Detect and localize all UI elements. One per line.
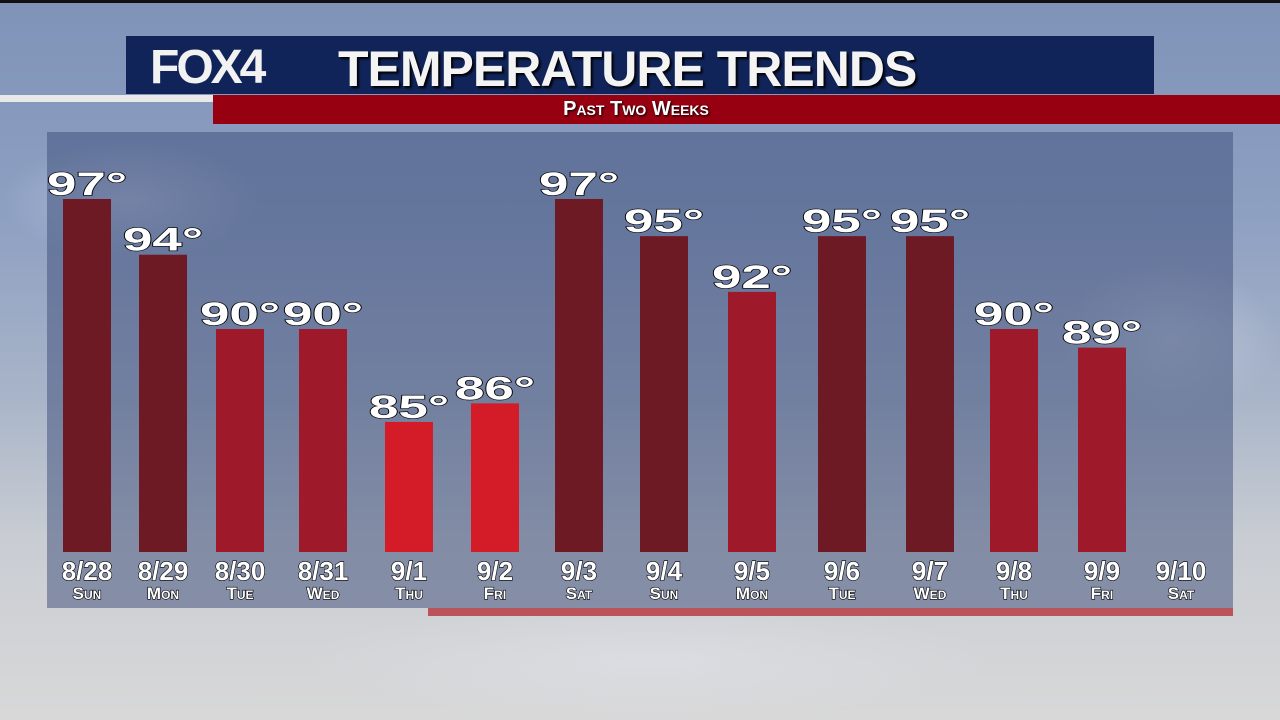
- weekday-label: Tue: [828, 584, 855, 603]
- bar-value-label: 89°: [1062, 315, 1142, 351]
- date-label: 8/30: [215, 556, 266, 586]
- fox4-logo: FOX4: [150, 41, 266, 94]
- bar: [299, 329, 347, 552]
- bar: [818, 236, 866, 552]
- bar-value-label: 86°: [455, 370, 535, 406]
- bar: [640, 236, 688, 552]
- weekday-label: Thu: [395, 584, 423, 603]
- bar-value-label: 95°: [890, 203, 970, 239]
- bar: [1078, 347, 1126, 552]
- title-banner: FOX4 TEMPERATURE TRENDS: [126, 36, 1154, 97]
- date-label: 9/8: [996, 556, 1032, 586]
- bar: [385, 421, 433, 552]
- subtitle-banner: Past Two Weeks: [213, 95, 1280, 124]
- date-label: 9/10: [1156, 556, 1207, 586]
- bar-value-label: 97°: [539, 166, 619, 202]
- bar: [216, 329, 264, 552]
- bar: [139, 254, 187, 552]
- date-label: 9/2: [477, 556, 513, 586]
- weekday-label: Thu: [1000, 584, 1028, 603]
- bar: [906, 236, 954, 552]
- date-label: 8/29: [138, 556, 189, 586]
- bar-value-label: 97°: [47, 166, 127, 202]
- bar-value-label: 92°: [712, 259, 792, 295]
- bar-value-label: 90°: [974, 296, 1054, 332]
- weekday-label: Tue: [226, 584, 253, 603]
- date-label: 9/4: [646, 556, 683, 586]
- bar-value-label: 85°: [369, 389, 449, 425]
- bar: [63, 198, 111, 553]
- bar: [471, 403, 519, 552]
- bar-value-label: 95°: [802, 203, 882, 239]
- weekday-label: Sat: [1168, 584, 1195, 603]
- bar: [555, 198, 603, 553]
- bar-value-label: 90°: [200, 296, 280, 332]
- date-label: 9/7: [912, 556, 948, 586]
- top-border: [0, 0, 1280, 3]
- page-title: TEMPERATURE TRENDS: [338, 41, 917, 97]
- bar: [728, 291, 776, 552]
- ground-haze: [300, 600, 1000, 720]
- date-label: 9/5: [734, 556, 770, 586]
- weekday-label: Wed: [307, 584, 340, 603]
- bar-value-label: 95°: [624, 203, 704, 239]
- date-label: 8/28: [62, 556, 113, 586]
- bar-value-label: 90°: [283, 296, 363, 332]
- date-label: 9/9: [1084, 556, 1120, 586]
- accent-bar: [0, 95, 214, 102]
- weekday-label: Fri: [484, 584, 506, 603]
- weekday-label: Mon: [147, 584, 179, 603]
- bar: [990, 329, 1038, 552]
- weekday-label: Wed: [914, 584, 947, 603]
- date-label: 9/3: [561, 556, 597, 586]
- subtitle: Past Two Weeks: [563, 98, 709, 120]
- weekday-label: Mon: [736, 584, 768, 603]
- date-label: 9/6: [824, 556, 860, 586]
- accent-line: [428, 608, 1233, 616]
- bar-value-label: 94°: [123, 222, 203, 258]
- date-label: 9/1: [391, 556, 427, 586]
- weekday-label: Sat: [566, 584, 593, 603]
- date-label: 8/31: [298, 556, 349, 586]
- weekday-label: Sun: [73, 584, 102, 603]
- weekday-label: Fri: [1091, 584, 1113, 603]
- weekday-label: Sun: [650, 584, 679, 603]
